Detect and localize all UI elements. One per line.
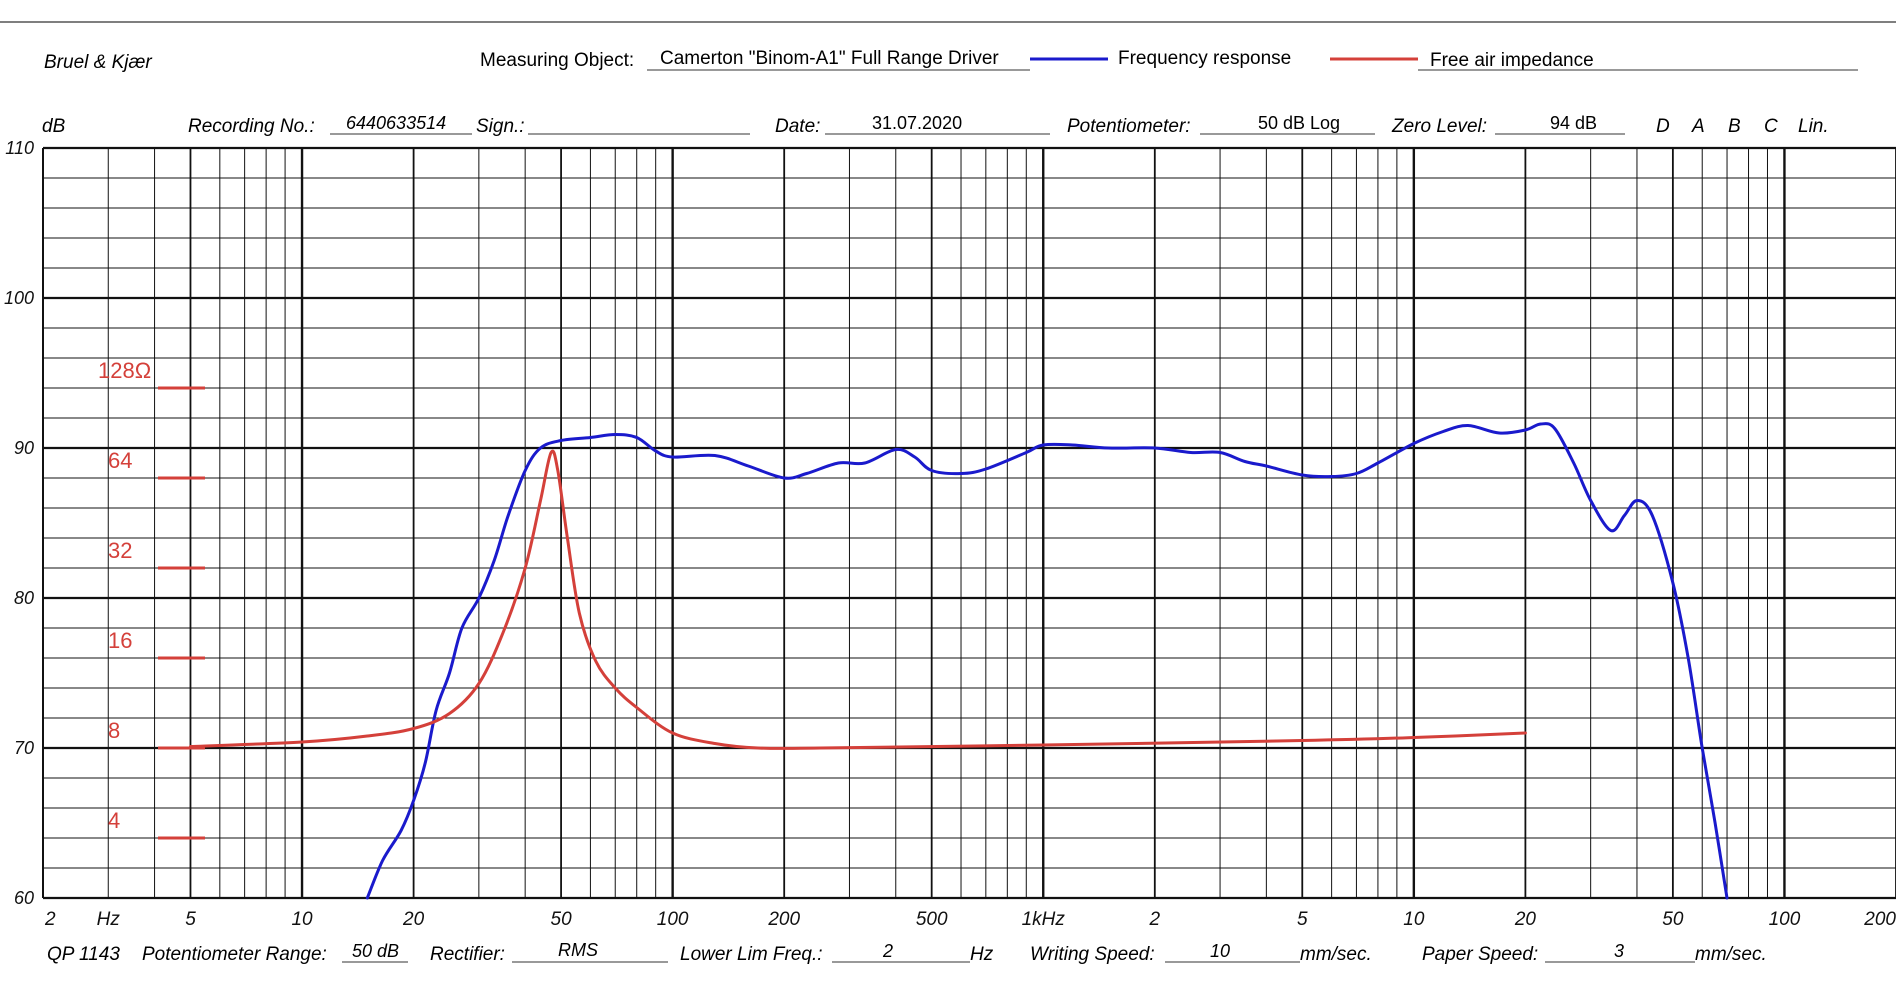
x-tick-label: 200 xyxy=(1863,909,1896,930)
y-tick-label: 80 xyxy=(14,588,34,608)
impedance-label: 128Ω xyxy=(98,358,151,383)
recording-label: Recording No.: xyxy=(188,116,315,137)
impedance-label: 64 xyxy=(108,448,132,473)
lower-lim-unit: Hz xyxy=(970,944,994,965)
writing-speed-unit: mm/sec. xyxy=(1300,944,1372,965)
date-value: 31.07.2020 xyxy=(872,113,962,133)
series-lines xyxy=(189,422,1729,900)
pot-range-value: 50 dB xyxy=(352,941,399,961)
legend-frequency-label: Frequency response xyxy=(1118,48,1291,69)
brand-label: Bruel & Kjær xyxy=(44,52,152,73)
y-tick-label: 90 xyxy=(14,438,34,458)
impedance-label: 8 xyxy=(108,718,120,743)
x-tick-label: 10 xyxy=(291,909,313,930)
paper-speed-value: 3 xyxy=(1614,941,1624,961)
pot-range-label: Potentiometer Range: xyxy=(142,944,327,965)
x-tick-label: 5 xyxy=(185,909,196,930)
zero-level-label: Zero Level: xyxy=(1391,116,1487,137)
potentiometer-label: Potentiometer: xyxy=(1067,116,1191,137)
x-tick-label: 5 xyxy=(1297,909,1308,930)
impedance-label: 4 xyxy=(108,808,120,833)
y-tick-label: 110 xyxy=(5,138,34,158)
writing-speed-value: 10 xyxy=(1210,941,1230,961)
zero-level-value: 94 dB xyxy=(1550,113,1597,133)
measuring-object-label: Measuring Object: xyxy=(480,50,634,71)
frequency-response-line xyxy=(365,422,1729,900)
x-tick-label: 200 xyxy=(767,909,800,930)
impedance-label: 32 xyxy=(108,538,132,563)
x-tick-labels: 2 Hz 5 10 20 50 100 200 500 1kHz 2 5 10 20 50 100 200 xyxy=(44,909,1896,930)
impedance-line xyxy=(189,449,1527,750)
potentiometer-value: 50 dB Log xyxy=(1258,113,1340,133)
impedance-axis: 128Ω 64 32 16 8 4 xyxy=(98,358,205,840)
x-tick-label: 10 xyxy=(1403,909,1425,930)
x-tick-label: 100 xyxy=(657,909,689,930)
date-label: Date: xyxy=(775,116,820,137)
x-tick-label: 500 xyxy=(916,909,948,930)
weighting-b: B xyxy=(1728,116,1741,137)
x-tick-label: 20 xyxy=(402,909,425,930)
footer-code: QP 1143 xyxy=(47,944,120,965)
paper-speed-unit: mm/sec. xyxy=(1695,944,1767,965)
weighting-a: A xyxy=(1691,116,1705,137)
x-tick-label: 2 xyxy=(1149,909,1161,930)
grid-major xyxy=(42,146,1896,900)
paper-speed-label: Paper Speed: xyxy=(1422,944,1538,965)
measuring-object-value: Camerton "Binom-A1" Full Range Driver xyxy=(660,48,999,69)
x-tick-label: 20 xyxy=(1514,909,1537,930)
x-tick-label: 1kHz xyxy=(1022,909,1066,930)
y-tick-label: 70 xyxy=(14,738,34,758)
impedance-label: 16 xyxy=(108,628,132,653)
x-tick-label: 50 xyxy=(551,909,573,930)
lower-lim-label: Lower Lim Freq.: xyxy=(680,944,823,965)
x-tick-label: 50 xyxy=(1662,909,1684,930)
x-tick-label: Hz xyxy=(97,909,121,930)
x-tick-label: 100 xyxy=(1769,909,1801,930)
recording-value: 6440633514 xyxy=(346,113,446,133)
y-tick-label: 100 xyxy=(4,288,34,308)
weighting-lin: Lin. xyxy=(1798,116,1829,137)
rectifier-label: Rectifier: xyxy=(430,944,505,965)
legend-impedance-label: Free air impedance xyxy=(1430,50,1594,71)
writing-speed-label: Writing Speed: xyxy=(1030,944,1155,965)
rectifier-value: RMS xyxy=(558,940,598,960)
grid-minor xyxy=(43,148,1896,898)
y-tick-label: 60 xyxy=(14,888,34,908)
db-unit-label: dB xyxy=(42,116,66,137)
weighting-d: D xyxy=(1656,116,1670,137)
weighting-c: C xyxy=(1764,116,1778,137)
x-tick-label: 2 xyxy=(44,909,56,930)
sign-label: Sign.: xyxy=(476,116,525,137)
lower-lim-value: 2 xyxy=(882,941,893,961)
y-tick-labels: 60 70 80 90 100 110 xyxy=(4,138,34,908)
